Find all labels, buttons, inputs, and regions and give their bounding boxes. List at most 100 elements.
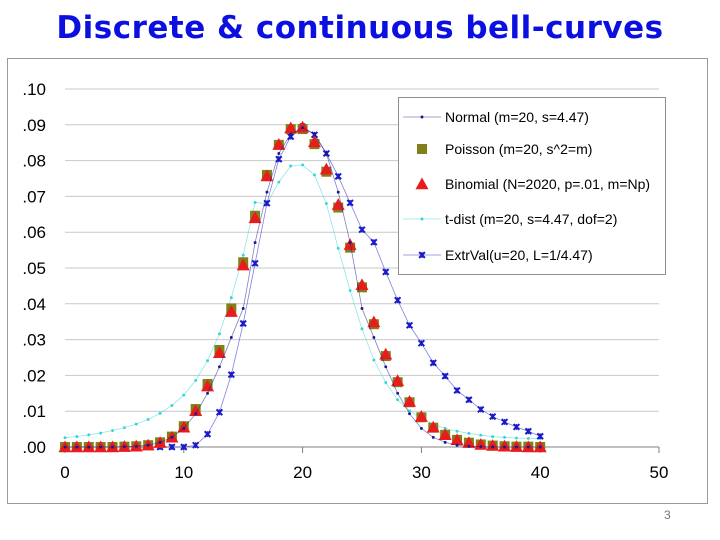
data-point (489, 412, 497, 421)
data-point (453, 386, 461, 395)
data-point (301, 126, 305, 130)
data-point (408, 409, 411, 413)
x-tick-label: 20 (293, 463, 312, 482)
data-point (251, 259, 259, 267)
data-point (426, 420, 440, 433)
data-point (491, 445, 495, 449)
data-point (319, 162, 333, 175)
data-point (122, 426, 126, 430)
data-point (236, 258, 250, 271)
legend-item-t-dist: t-dist (m=20, s=4.47, dof=2) (399, 207, 617, 231)
data-point (99, 431, 103, 435)
data-point (477, 405, 485, 413)
chart-legend: Normal (m=20, s=4.47) Poisson (m=20, s^2… (398, 97, 666, 275)
data-point (414, 410, 428, 422)
data-point (503, 435, 506, 439)
x-tick-label: 30 (412, 463, 431, 482)
data-point (515, 445, 518, 449)
data-point (134, 444, 138, 448)
x-tick-label: 40 (531, 463, 550, 482)
data-point (146, 417, 150, 421)
data-point (348, 241, 352, 245)
legend-item-poisson: Poisson (m=20, s^2=m) (399, 137, 592, 161)
data-point (336, 190, 340, 194)
x-tick-label: 10 (174, 463, 193, 482)
data-point (455, 429, 459, 433)
y-tick-label: .06 (22, 223, 46, 242)
data-point (500, 418, 509, 426)
data-point (431, 435, 435, 439)
data-point (403, 395, 417, 407)
legend-marker (415, 177, 429, 190)
data-point (111, 445, 114, 449)
tick-labels: .00 .01 .02 .03 .04 .05 .06 .07 .08 .09 .10 0 10 20 30… (22, 80, 668, 482)
data-point (491, 435, 495, 439)
y-tick-label: .07 (22, 187, 46, 206)
legend-marker (420, 115, 424, 119)
legend-marker-poisson (417, 144, 427, 154)
y-tick-label: .03 (22, 331, 46, 350)
data-point (384, 365, 388, 369)
data-point (170, 435, 174, 439)
data-point (455, 443, 459, 447)
data-point (441, 372, 449, 380)
data-point (75, 435, 79, 439)
data-point (526, 445, 530, 449)
data-point (194, 378, 198, 382)
data-point (438, 428, 452, 441)
data-point (417, 339, 425, 347)
data-point (253, 201, 257, 204)
data-point (524, 427, 532, 435)
data-point (227, 371, 235, 379)
y-tick-label: .00 (22, 438, 46, 457)
page-number: 3 (664, 508, 671, 522)
data-point (307, 135, 321, 148)
data-point (358, 226, 366, 234)
data-point (334, 172, 342, 180)
data-point (201, 379, 215, 392)
data-point (168, 443, 176, 451)
y-tick-label: .08 (22, 152, 46, 171)
data-point (405, 321, 414, 329)
data-point (189, 404, 203, 417)
data-point (229, 296, 233, 300)
data-point (218, 365, 221, 369)
data-point (253, 241, 257, 245)
data-point (170, 404, 174, 407)
data-point (360, 327, 364, 331)
data-point (382, 268, 390, 276)
legend-label-t-dist: t-dist (m=20, s=4.47, dof=2) (445, 211, 618, 227)
data-point (63, 436, 67, 440)
data-point (346, 199, 354, 207)
data-point (289, 164, 293, 168)
legend-marker (417, 144, 427, 154)
data-point (479, 433, 483, 437)
data-point (177, 420, 191, 433)
data-point (192, 441, 200, 449)
data-point (324, 202, 328, 205)
data-point (229, 336, 233, 339)
data-point (372, 336, 376, 339)
y-tick-label: .05 (22, 259, 46, 278)
data-point (75, 445, 79, 449)
data-point (526, 436, 530, 440)
series-0 (63, 126, 542, 449)
data-point (218, 332, 221, 336)
data-point (182, 393, 186, 397)
data-point (277, 180, 281, 184)
data-point (503, 445, 506, 449)
legend-label-binomial: Binomial (N=2020, p=.01, m=Np) (445, 176, 651, 192)
data-point (239, 319, 247, 328)
data-point (158, 411, 162, 415)
data-point (396, 398, 400, 402)
x-tick-label: 50 (650, 463, 669, 482)
data-point (284, 121, 298, 134)
data-point (367, 315, 381, 328)
data-point (429, 359, 437, 367)
data-point (419, 426, 423, 430)
data-point (224, 305, 238, 317)
data-point (313, 173, 316, 177)
data-point (370, 238, 378, 246)
data-point (479, 445, 483, 449)
legend-marker (418, 251, 426, 259)
